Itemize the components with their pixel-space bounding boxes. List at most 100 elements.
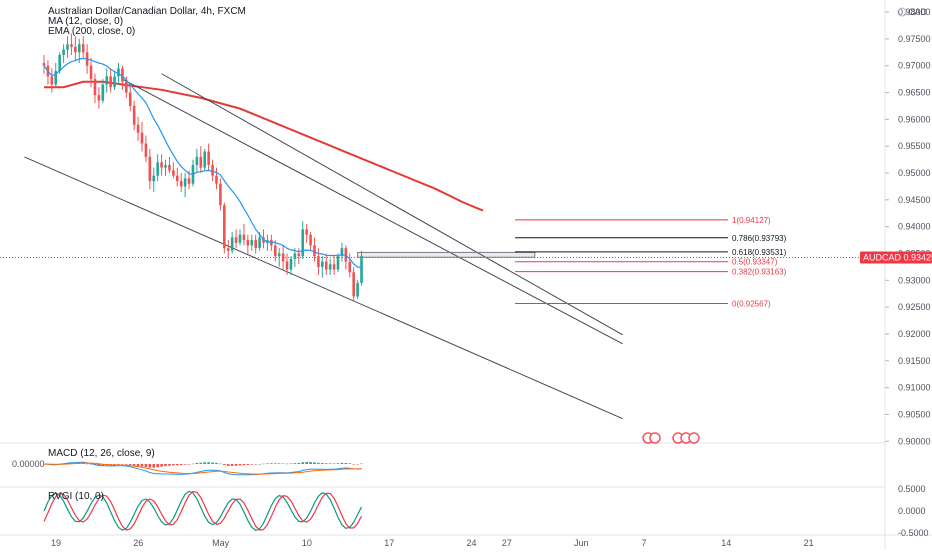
legend-title: Australian Dollar/Canadian Dollar, 4h, F… xyxy=(48,6,246,17)
candle-body xyxy=(321,261,324,267)
rvgi-tick-label: 0.5000 xyxy=(898,484,926,494)
fib-level-label: 0.618(0.93531) xyxy=(732,248,787,257)
rvgi-line xyxy=(43,490,363,532)
price-tick-label: 0.93000 xyxy=(898,275,931,285)
macd-histogram-bar xyxy=(293,463,297,464)
legend-ema: EMA (200, close, 0) xyxy=(48,26,136,37)
price-tick-label: 0.92500 xyxy=(898,302,931,312)
candle-body xyxy=(42,63,46,66)
candle-body xyxy=(109,76,112,88)
price-tick-label: 0.97000 xyxy=(898,61,931,71)
macd-histogram-bar xyxy=(317,462,320,464)
candle-body xyxy=(352,272,355,297)
candle-body xyxy=(199,156,203,168)
fib-level-label: 1(0.94127) xyxy=(732,216,771,225)
macd-histogram-bar xyxy=(179,464,183,466)
candle-body xyxy=(250,240,254,246)
price-tick-label: 0.94500 xyxy=(898,195,931,205)
candle-body xyxy=(140,132,144,144)
macd-line xyxy=(43,461,362,476)
legend-rvgi: RVGI (10, 0) xyxy=(48,491,104,502)
macd-histogram-bar xyxy=(258,463,261,465)
channel-line-upper xyxy=(161,73,623,336)
macd-histogram-bar xyxy=(277,463,281,464)
macd-histogram-bar xyxy=(89,464,93,465)
candle-body xyxy=(93,79,97,96)
candle-body xyxy=(219,183,222,206)
macd-histogram-bar xyxy=(301,462,305,464)
price-tick-label: 0.91500 xyxy=(898,356,931,366)
candle-body xyxy=(175,175,179,182)
candle-body xyxy=(74,46,77,53)
candle-body xyxy=(238,234,242,243)
macd-histogram-bar xyxy=(270,463,273,464)
candle-body xyxy=(340,248,344,257)
time-tick-label: 17 xyxy=(384,538,394,548)
macd-histogram-bar xyxy=(152,464,156,468)
macd-histogram-bar xyxy=(321,463,324,464)
candle-body xyxy=(128,92,132,106)
price-tick-label: 0.97500 xyxy=(898,34,931,44)
macd-histogram-bar xyxy=(360,463,363,465)
candle-body xyxy=(117,68,120,77)
channel-line-lower xyxy=(24,156,623,420)
candle-body xyxy=(113,76,116,88)
candle-body xyxy=(66,44,69,50)
fib-level-label: 0.5(0.93347) xyxy=(732,258,778,267)
time-tick-label: May xyxy=(212,538,230,548)
candle-body xyxy=(301,229,305,257)
candle-body xyxy=(273,245,277,257)
macd-histogram-bar xyxy=(313,462,316,464)
macd-histogram-bar xyxy=(297,463,301,464)
macd-histogram-bar xyxy=(340,462,344,464)
macd-histogram-bar xyxy=(191,463,195,465)
macd-histogram-bar xyxy=(97,464,101,466)
candle-body xyxy=(285,261,289,270)
time-tick-label: 26 xyxy=(133,538,143,548)
candle-body xyxy=(168,164,171,171)
candle-body xyxy=(58,54,61,72)
macd-histogram-bar xyxy=(215,462,218,464)
candle-body xyxy=(152,175,156,182)
macd-histogram-bar xyxy=(266,463,269,464)
macd-histogram-bar xyxy=(246,464,250,466)
candle-body xyxy=(105,76,109,85)
macd-histogram-bar xyxy=(344,462,348,464)
macd-histogram-bar xyxy=(223,464,226,466)
time-tick-label: 10 xyxy=(302,538,312,548)
candle-body xyxy=(54,71,58,85)
price-tick-label: 0.92000 xyxy=(898,329,931,339)
macd-histogram-bar xyxy=(219,463,222,465)
candle-body xyxy=(242,234,246,241)
candle-body xyxy=(125,81,128,93)
candle-body xyxy=(297,253,301,257)
macd-histogram-bar xyxy=(113,464,116,465)
candle-body xyxy=(101,84,105,101)
candle-body xyxy=(293,253,297,259)
macd-histogram-bar xyxy=(140,464,144,467)
event-badge-icon xyxy=(649,432,661,444)
candle-body xyxy=(136,124,140,133)
candle-body xyxy=(89,65,93,80)
macd-histogram-bar xyxy=(156,464,159,468)
candle-body xyxy=(332,264,336,270)
macd-histogram-bar xyxy=(262,463,265,465)
macd-histogram-bar xyxy=(195,462,199,464)
candle-body xyxy=(156,162,159,176)
macd-histogram-bar xyxy=(125,464,128,465)
candle-body xyxy=(309,234,312,246)
macd-histogram-bar xyxy=(348,463,352,464)
macd-histogram-bar xyxy=(81,463,85,464)
macd-histogram-bar xyxy=(305,461,308,464)
candle-body xyxy=(211,164,214,176)
candle-body xyxy=(62,49,65,55)
event-badge-icon xyxy=(688,432,700,444)
currency-badge: CAD xyxy=(897,7,928,17)
macd-histogram-bar xyxy=(144,464,148,467)
macd-histogram-bar xyxy=(356,464,359,465)
time-tick-label: 24 xyxy=(467,538,477,548)
candle-body xyxy=(254,240,257,249)
candle-body xyxy=(258,237,261,249)
candle-body xyxy=(336,256,340,270)
